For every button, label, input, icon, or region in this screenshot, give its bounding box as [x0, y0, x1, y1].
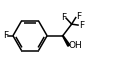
Text: OH: OH — [68, 41, 81, 50]
Text: F: F — [4, 31, 9, 40]
Text: F: F — [75, 12, 80, 21]
Text: F: F — [79, 21, 84, 30]
Text: F: F — [61, 13, 66, 22]
Polygon shape — [62, 36, 69, 46]
